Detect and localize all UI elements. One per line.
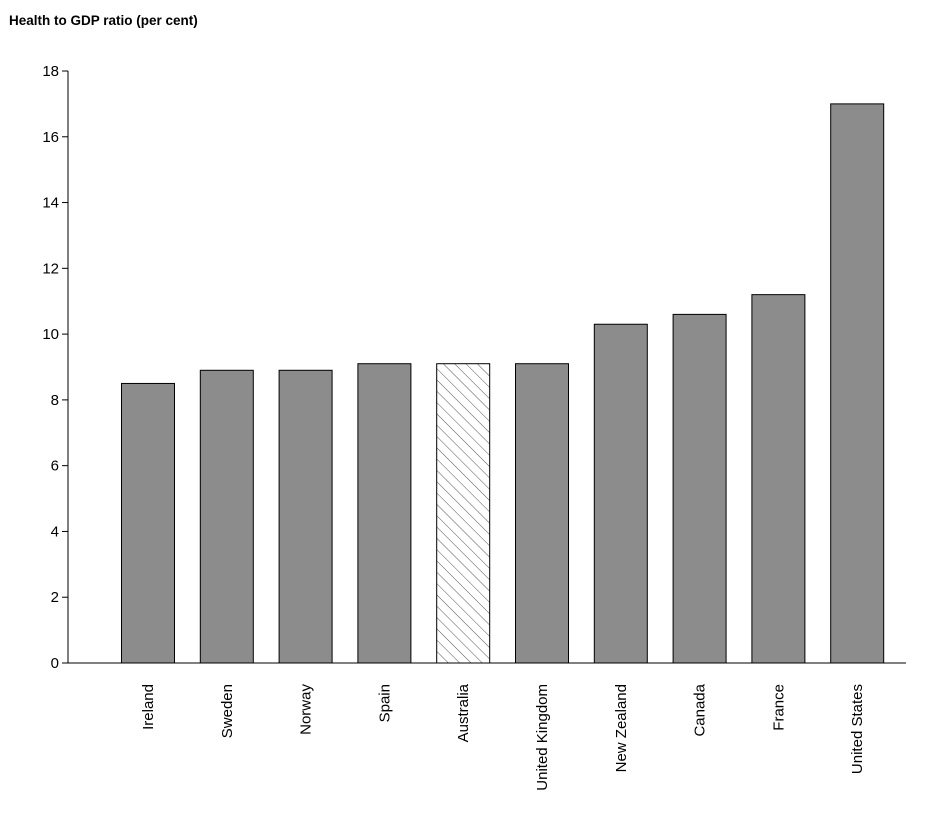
y-tick-label: 0 bbox=[51, 655, 59, 672]
y-tick-label: 4 bbox=[51, 523, 59, 540]
bar-norway bbox=[278, 369, 333, 664]
bars bbox=[121, 103, 885, 664]
bar-france bbox=[751, 294, 806, 664]
x-tick-label: Ireland bbox=[140, 684, 157, 730]
y-tick-label: 14 bbox=[42, 195, 59, 212]
bar-sweden bbox=[199, 369, 254, 664]
category-labels: Ireland Sweden Norway Spain Australia United … bbox=[140, 683, 866, 790]
y-tick-label: 16 bbox=[42, 129, 59, 146]
y-tick-label: 2 bbox=[51, 589, 59, 606]
bar-new-zealand bbox=[593, 323, 648, 664]
x-tick-label: Sweden bbox=[219, 684, 236, 738]
x-tick-label: Australia bbox=[455, 683, 472, 742]
bar-spain bbox=[357, 363, 412, 664]
x-tick-label: France bbox=[770, 684, 787, 731]
chart-title: Health to GDP ratio (per cent) bbox=[9, 13, 198, 28]
y-tick-label: 6 bbox=[51, 458, 59, 475]
y-tick-label: 18 bbox=[42, 63, 59, 80]
y-tick-label: 8 bbox=[51, 392, 59, 409]
bar-united-kingdom bbox=[515, 363, 569, 664]
x-tick-label: Norway bbox=[298, 684, 315, 735]
bar-united-states bbox=[830, 103, 885, 664]
x-tick-label: United States bbox=[849, 684, 866, 774]
y-tick-label: 12 bbox=[42, 260, 59, 277]
bar-canada bbox=[672, 313, 727, 664]
x-tick-label: Spain bbox=[376, 684, 393, 722]
x-tick-label: United Kingdom bbox=[534, 684, 551, 791]
y-tick-label: 10 bbox=[42, 326, 59, 343]
bar-ireland bbox=[121, 382, 175, 664]
bar-australia bbox=[436, 363, 491, 664]
x-tick-label: Canada bbox=[692, 683, 709, 736]
x-tick-label: New Zealand bbox=[613, 684, 630, 772]
